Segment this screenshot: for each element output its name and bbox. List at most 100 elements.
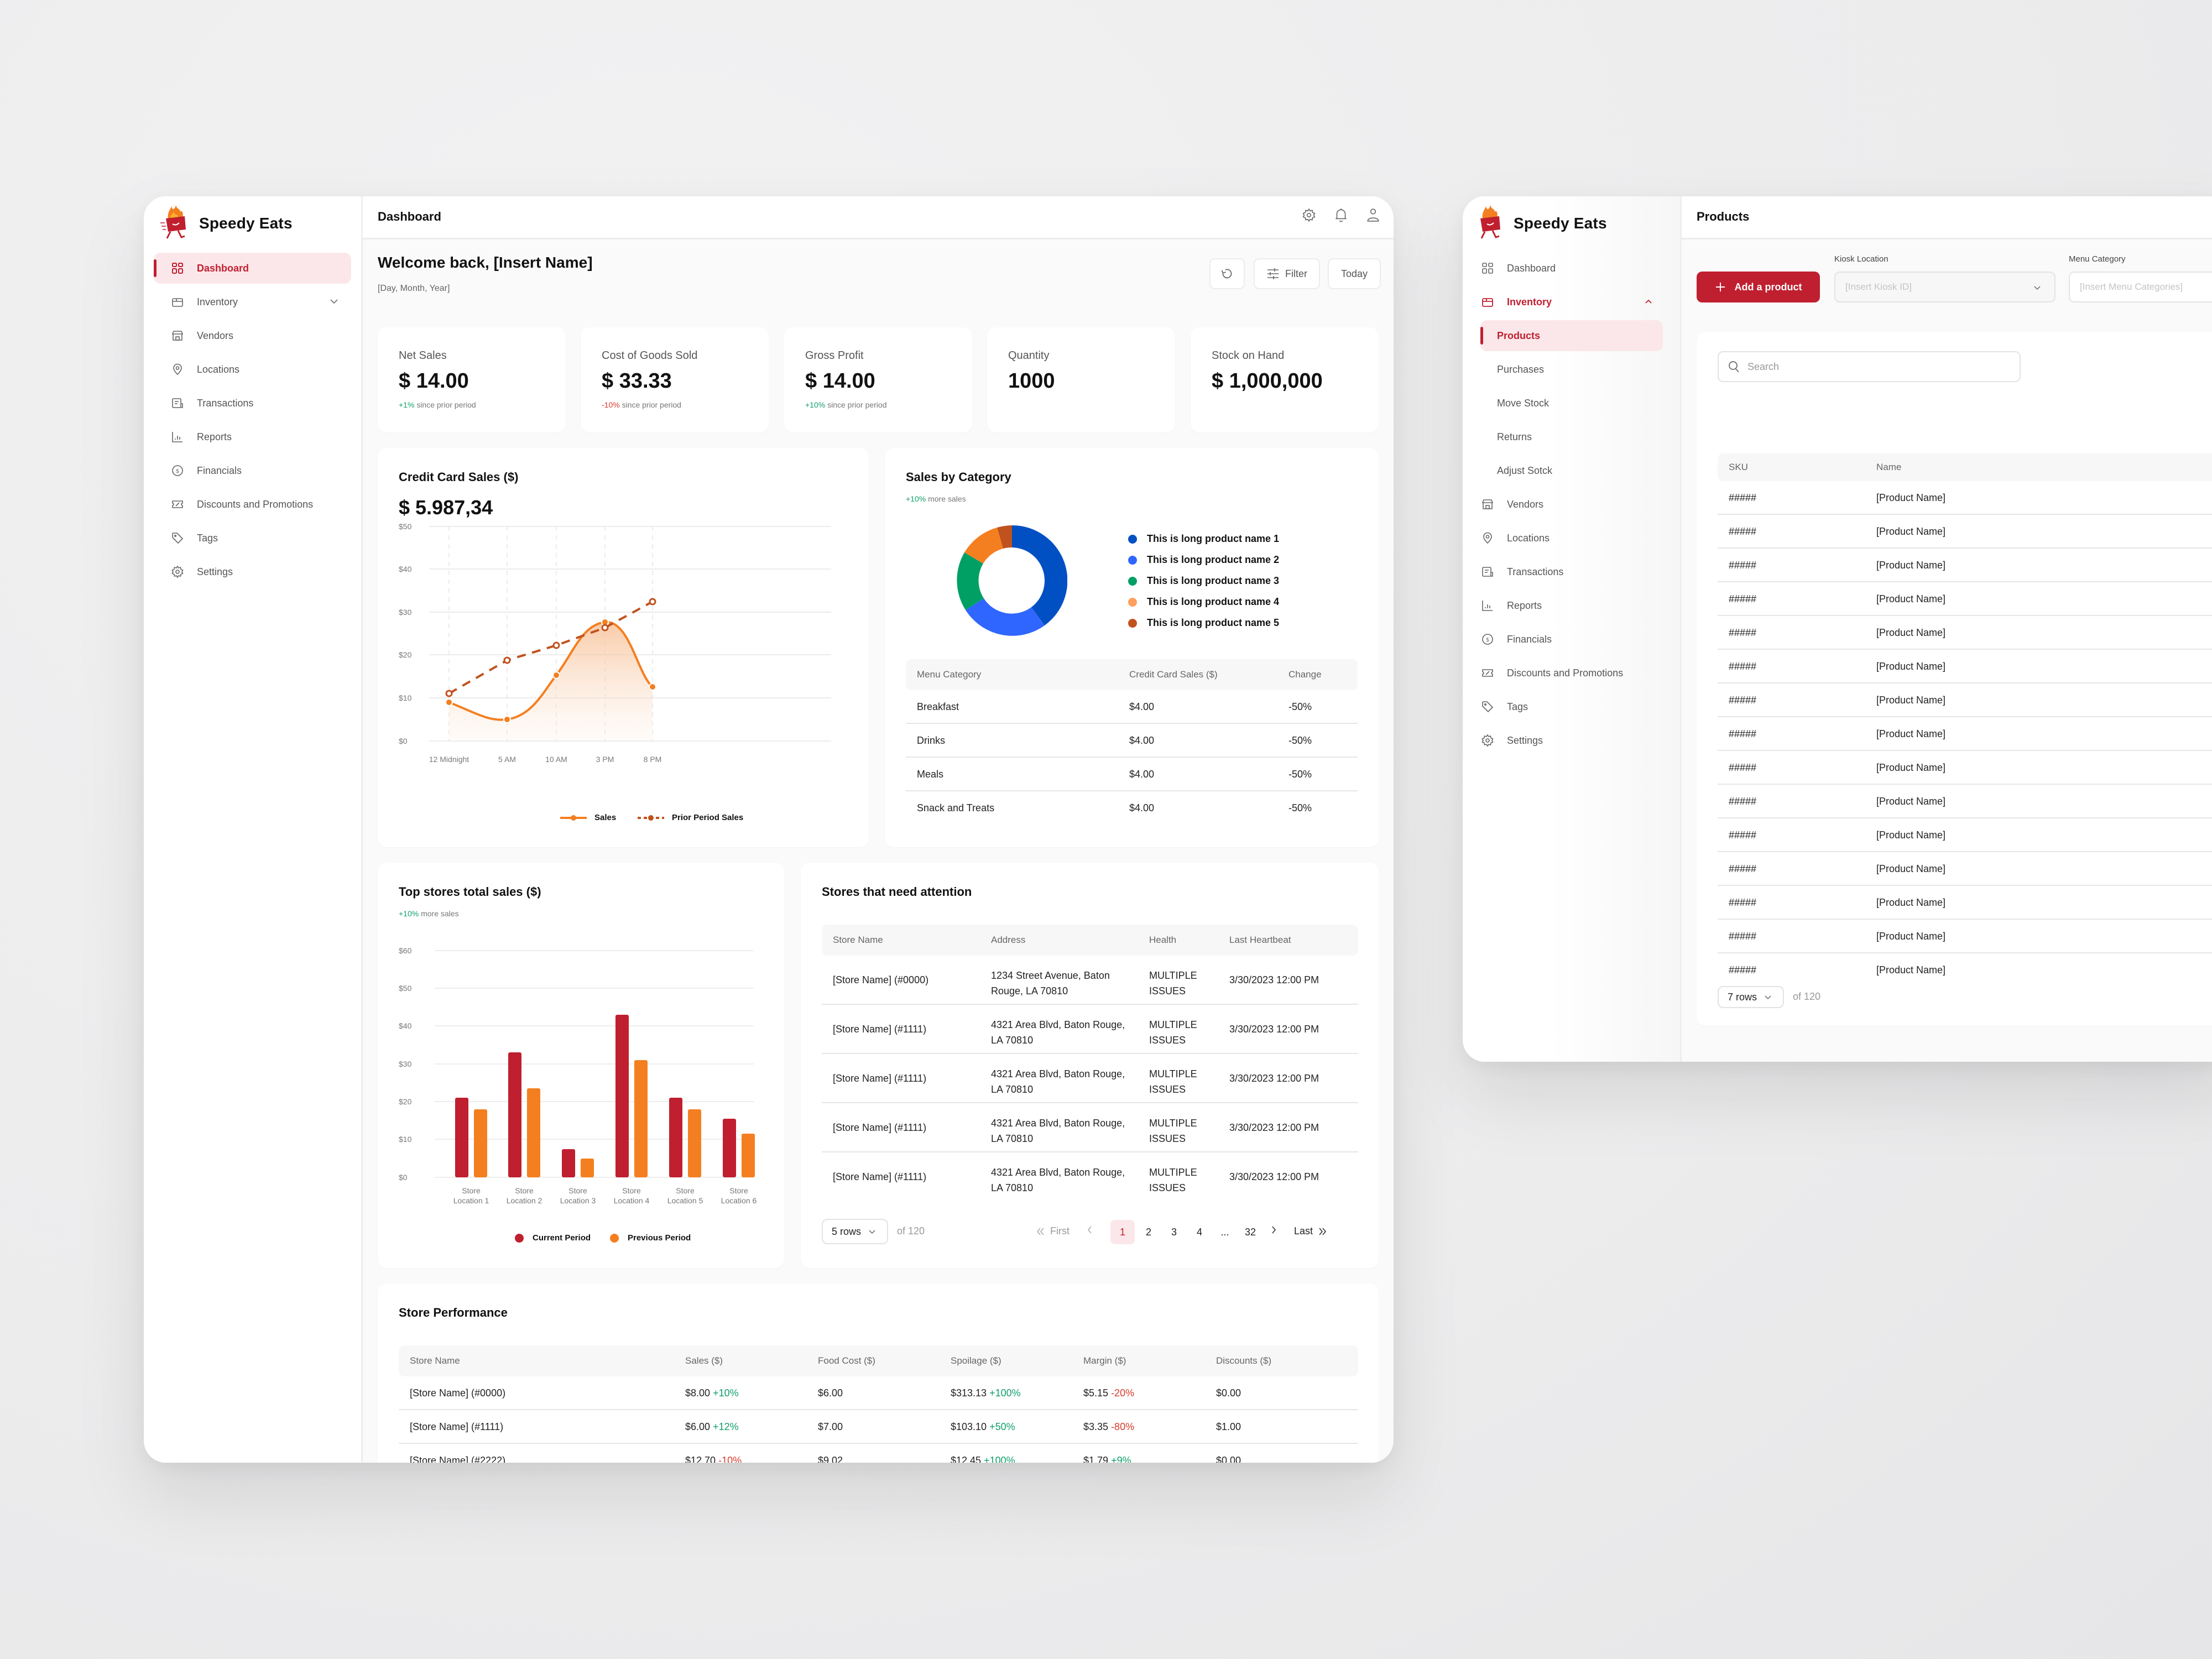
sliders-icon [1266,268,1280,280]
sidebar-item-inventory[interactable]: Inventory [154,286,351,317]
first-page-button[interactable]: First [1036,1225,1070,1237]
page-4-button[interactable]: 4 [1196,1226,1202,1238]
table-row[interactable]: ##### [Product Name] [1718,515,2212,549]
refresh-button[interactable] [1209,258,1245,289]
table-row[interactable]: ##### [Product Name] [1718,886,2212,920]
table-row[interactable]: ##### [Product Name] [1718,717,2212,751]
kiosk-location-select[interactable]: [Insert Kiosk ID] [1834,272,2056,302]
sidebar-item-tags[interactable]: Tags [154,523,351,554]
table-row[interactable]: ##### [Product Name] [1718,650,2212,684]
dollar-circle-icon: $ [1480,632,1495,646]
table-row[interactable]: ##### [Product Name] [1729,964,1946,975]
table-row[interactable]: [Store Name] (#1111) 4321 Area Blvd, Bat… [822,1054,1358,1103]
sidebar-item-returns[interactable]: Returns [1470,421,1670,452]
kpi-card-stock-on-hand: Stock on Hand $ 1,000,000 [1191,327,1379,432]
svg-text:$20: $20 [399,650,412,659]
sidebar-item-transactions[interactable]: Transactions [1470,556,1670,587]
table-row[interactable]: [Store Name] (#0000) 1234 Street Avenue,… [822,956,1358,1005]
sidebar-item-label: Discounts and Promotions [197,498,314,510]
search-input[interactable]: Search [1718,351,2021,382]
table-row[interactable]: [Store Name] (#1111) $6.00 +12% $7.00 $1… [399,1410,1358,1444]
add-product-button[interactable]: Add a product [1697,272,1820,302]
sidebar-item-locations[interactable]: Locations [1470,523,1670,554]
sidebar-item-financials[interactable]: $ Financials [154,455,351,486]
legend-dot-icon [610,1233,619,1243]
table-row[interactable]: Meals $4.00 -50% [906,758,1358,791]
receipt-icon [1480,565,1495,579]
table-row[interactable]: Breakfast $4.00 -50% [906,690,1358,724]
page-1-button[interactable]: 1 [1110,1220,1135,1244]
chevron-up-icon[interactable] [1642,295,1655,307]
table-row[interactable]: [Store Name] (#1111) 4321 Area Blvd, Bat… [822,1103,1358,1152]
table-row[interactable]: ##### [Product Name] [1718,616,2212,650]
table-row[interactable]: ##### [Product Name] [1718,481,2212,515]
sidebar-item-discounts[interactable]: Discounts and Promotions [154,489,351,520]
sidebar-item-transactions[interactable]: Transactions [154,388,351,419]
table-row[interactable]: ##### [Product Name] [1718,684,2212,717]
sidebar-item-adjust-stock[interactable]: Adjust Sotck [1470,455,1670,486]
plus-icon [1715,281,1726,293]
sidebar-item-inventory[interactable]: Inventory [1470,286,1670,317]
sidebar-item-financials[interactable]: $ Financials [1470,624,1670,655]
next-page-button[interactable] [1270,1225,1277,1234]
table-row[interactable]: ##### [Product Name] [1718,818,2212,852]
table-row[interactable]: Snack and Treats $4.00 -50% [917,802,1312,813]
legend-current-period: Current Period [515,1233,591,1243]
gear-icon[interactable] [1301,206,1317,224]
svg-text:$40: $40 [399,1021,412,1030]
sidebar-item-reports[interactable]: Reports [1470,590,1670,621]
sidebar-item-reports[interactable]: Reports [154,421,351,452]
rows-per-page-select[interactable]: 7 rows [1718,986,1784,1008]
sidebar-nav: Dashboard Inventory Vendors Locations Tr… [154,253,351,590]
svg-text:8 PM: 8 PM [644,755,662,764]
table-row[interactable]: [Store Name] (#1111) 4321 Area Blvd, Bat… [822,1005,1358,1054]
table-row[interactable]: [Store Name] (#0000) $8.00 +10% $6.00 $3… [399,1376,1358,1410]
table-row[interactable]: [Store Name] (#2222) $12.70 -10% $9.02 $… [410,1455,1241,1463]
sidebar-item-dashboard[interactable]: Dashboard [1470,253,1670,284]
kpi-card-gross-profit: Gross Profit $ 14.00 +10% since prior pe… [784,327,972,432]
sidebar-item-label: Locations [197,363,240,375]
rows-per-page-select[interactable]: 5 rows [822,1219,888,1244]
double-chevron-left-icon [1036,1227,1046,1236]
card-title: Sales by Category [906,470,1011,484]
stores-attention-card: Stores that need attention Store Name Ad… [801,863,1379,1268]
sidebar-item-locations[interactable]: Locations [154,354,351,385]
sidebar-item-tags[interactable]: Tags [1470,691,1670,722]
logo[interactable]: Speedy Eats [160,204,293,243]
chevron-down-icon[interactable] [328,295,340,307]
sidebar: Speedy Eats Dashboard Inventory Products… [1463,196,1682,1062]
today-button[interactable]: Today [1328,258,1381,289]
filter-button[interactable]: Filter [1254,258,1320,289]
dashboard-grid-icon [170,261,185,275]
sidebar-item-purchases[interactable]: Purchases [1470,354,1670,385]
sidebar-item-discounts[interactable]: Discounts and Promotions [1470,658,1670,688]
sidebar-item-vendors[interactable]: Vendors [154,320,351,351]
total-count: of 120 [1793,991,1821,1002]
bell-icon[interactable] [1333,206,1349,224]
sidebar-item-products[interactable]: Products [1480,320,1663,351]
page-3-button[interactable]: 3 [1171,1226,1177,1238]
sidebar-item-move-stock[interactable]: Move Stock [1470,388,1670,419]
kpi-value: $ 14.00 [805,369,875,393]
sidebar-item-settings[interactable]: Settings [1470,725,1670,756]
table-row[interactable]: [Store Name] (#1111) 4321 Area Blvd, Bat… [833,1167,1319,1193]
page-2-button[interactable]: 2 [1145,1226,1151,1238]
menu-category-input[interactable]: [Insert Menu Categories] [2069,272,2212,302]
table-row[interactable]: Drinks $4.00 -50% [906,724,1358,758]
table-row[interactable]: ##### [Product Name] [1718,582,2212,616]
sidebar-item-settings[interactable]: Settings [154,556,351,587]
user-icon[interactable] [1365,206,1381,224]
logo[interactable]: Speedy Eats [1475,204,1607,243]
prev-page-button[interactable] [1086,1225,1094,1234]
table-row[interactable]: ##### [Product Name] [1718,920,2212,953]
table-row[interactable]: ##### [Product Name] [1718,852,2212,886]
svg-text:$0: $0 [399,737,408,745]
table-row[interactable]: ##### [Product Name] [1718,549,2212,582]
sidebar-item-vendors[interactable]: Vendors [1470,489,1670,520]
table-row[interactable]: ##### [Product Name] [1718,785,2212,818]
page-32-button[interactable]: 32 [1244,1226,1256,1238]
sidebar-item-label: Transactions [197,397,254,409]
last-page-button[interactable]: Last [1294,1225,1327,1237]
table-row[interactable]: ##### [Product Name] [1718,751,2212,785]
sidebar-item-dashboard[interactable]: Dashboard [154,253,351,284]
